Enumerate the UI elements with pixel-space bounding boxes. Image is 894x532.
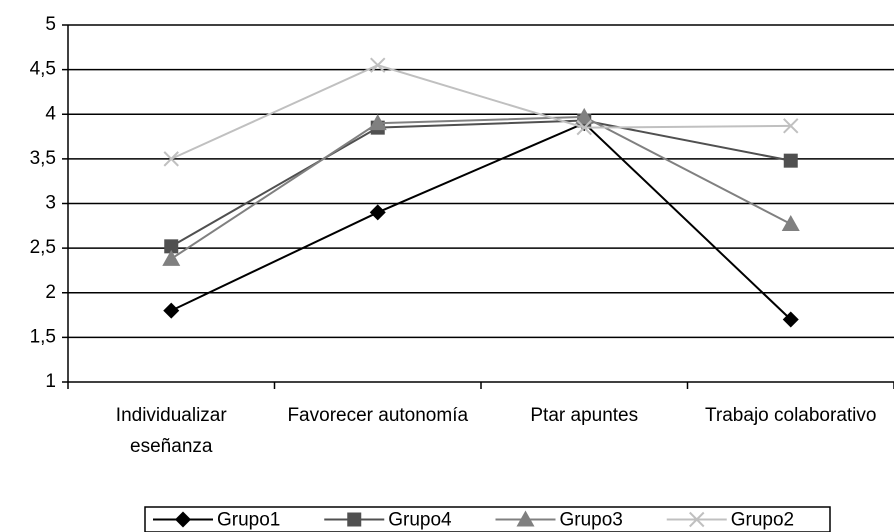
marker — [576, 119, 592, 136]
marker — [163, 302, 180, 319]
legend-label: Grupo3 — [560, 510, 623, 531]
marker — [163, 151, 179, 167]
y-tick-label: 5 — [45, 14, 56, 35]
x-tick-label: Favorecer autonomía — [287, 405, 469, 426]
marker — [162, 249, 181, 266]
y-tick-label: 2,5 — [30, 237, 56, 258]
x-tick-label: Ptar apuntes — [530, 405, 639, 426]
x-tick-label-box: Individualizar eseñanza — [115, 405, 227, 457]
legend-label: Grupo4 — [388, 510, 452, 531]
marker — [516, 510, 535, 527]
y-tick-label: 2 — [45, 282, 56, 303]
y-tick-label: 3 — [45, 193, 56, 214]
marker — [368, 114, 387, 131]
marker — [370, 57, 386, 73]
x-tick-label: Trabajo colaborativo — [705, 405, 877, 426]
marker — [782, 311, 799, 328]
y-tick-label: 1 — [45, 371, 56, 392]
marker — [689, 511, 705, 528]
marker — [575, 107, 594, 124]
y-tick-label: 4,5 — [30, 59, 56, 80]
marker — [781, 215, 800, 232]
x-tick-label-box: Favorecer autonomía — [287, 405, 469, 426]
y-tick-label: 4 — [45, 103, 56, 124]
marker — [369, 204, 386, 221]
marker — [164, 239, 179, 254]
marker — [175, 511, 191, 528]
marker — [783, 118, 799, 134]
marker — [347, 512, 362, 527]
series-line — [170, 64, 791, 160]
x-tick-label: Individualizar eseñanza — [115, 405, 227, 457]
series-line — [170, 121, 792, 321]
series-line — [170, 119, 791, 248]
legend-label: Grupo2 — [731, 510, 794, 531]
y-tick-label: 3,5 — [30, 148, 56, 169]
legend-label: Grupo1 — [217, 510, 280, 531]
y-tick-label: 1,5 — [30, 326, 56, 347]
x-tick-label-box: Trabajo colaborativo — [705, 405, 877, 426]
series-line — [170, 115, 792, 260]
marker — [783, 153, 798, 168]
x-tick-label-box: Ptar apuntes — [530, 405, 639, 426]
